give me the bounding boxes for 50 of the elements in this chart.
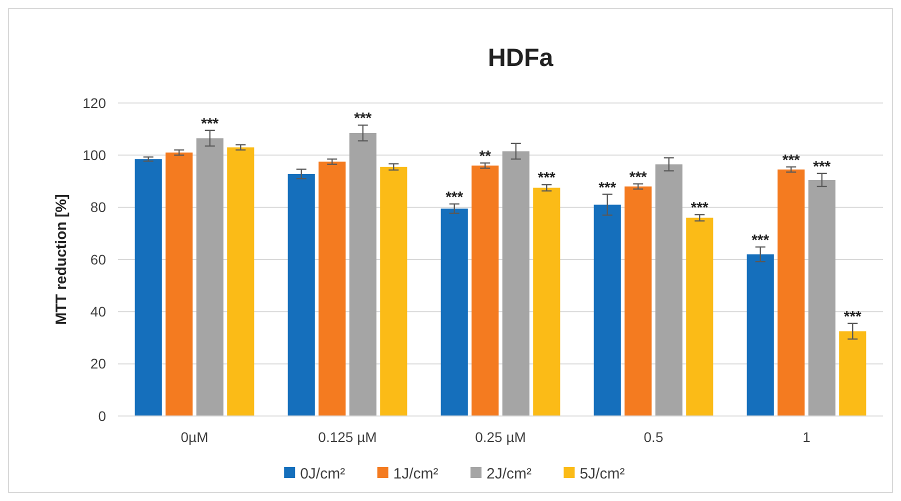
data-label: ***: [446, 188, 464, 206]
x-tick-label: 0.25 µM: [475, 429, 526, 445]
bar: [808, 180, 836, 416]
x-tick-label: 0.125 µM: [318, 429, 377, 445]
y-tick-label: 120: [82, 94, 106, 111]
bar: [686, 218, 714, 416]
bar: [196, 138, 224, 416]
legend-label: 0J/cm²: [300, 465, 346, 482]
y-tick-label: 60: [90, 251, 106, 268]
chart-title: HDFa: [488, 44, 554, 72]
bar: [746, 254, 774, 416]
y-tick-label: 0: [98, 408, 106, 424]
y-axis-title: MTT reduction [%]: [53, 194, 70, 325]
bar: [839, 331, 866, 416]
bar: [166, 152, 193, 416]
bar: [440, 208, 468, 416]
x-tick-label: 0.5: [644, 429, 664, 445]
data-label: ***: [538, 170, 556, 187]
legend-label: 1J/cm²: [393, 465, 438, 482]
bar: [502, 151, 530, 416]
bar: [624, 186, 652, 416]
data-label: ***: [782, 152, 800, 169]
data-label: ***: [598, 179, 616, 196]
bar: [778, 170, 805, 416]
y-tick-label: 40: [90, 304, 106, 320]
bar: [472, 166, 499, 416]
bar: [349, 132, 376, 416]
data-label: ***: [813, 158, 831, 176]
data-label: **: [479, 148, 492, 165]
bar: [134, 159, 162, 416]
y-tick-label: 20: [90, 356, 106, 372]
legend-label: 5J/cm²: [580, 465, 625, 482]
bar: [318, 162, 346, 416]
bar: [288, 174, 315, 416]
x-tick-label: 0µM: [180, 429, 208, 445]
data-label: ***: [690, 200, 709, 217]
bar: [227, 147, 254, 416]
data-label: ***: [844, 308, 862, 326]
y-tick-label: 100: [82, 147, 106, 164]
x-tick-label: 1: [802, 429, 811, 445]
bar: [533, 188, 560, 416]
data-label: ***: [752, 232, 770, 249]
bar: [594, 204, 621, 416]
y-tick-label: 80: [90, 199, 106, 216]
data-label: ***: [201, 115, 219, 132]
legend-label: 2J/cm²: [486, 465, 532, 482]
data-label: ***: [354, 110, 372, 128]
bar: [655, 164, 682, 416]
data-label: ***: [629, 168, 648, 186]
bar: [380, 166, 408, 416]
